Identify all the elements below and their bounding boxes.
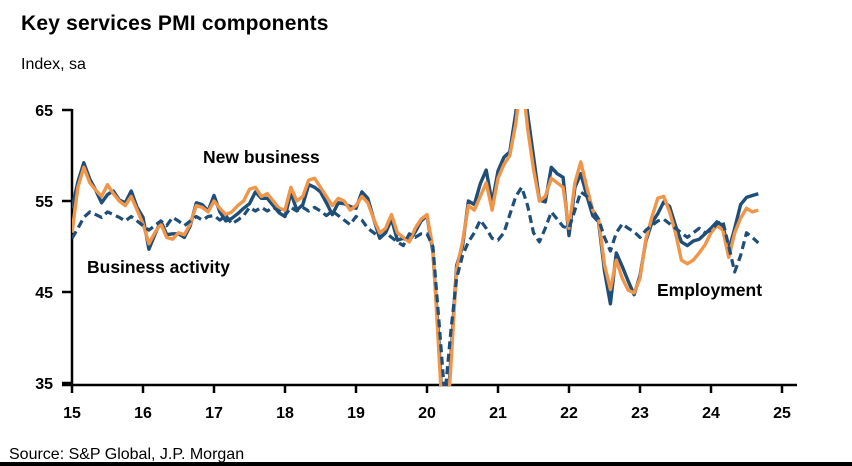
- series-label-new-business: New business: [203, 147, 320, 167]
- x-axis: 15 16 17 18 19 20 21 22 23 24 25: [62, 383, 797, 422]
- x-tick-label: 18: [276, 405, 294, 422]
- series-label-business-activity: Business activity: [87, 257, 230, 277]
- bottom-border-bar: [0, 462, 852, 466]
- x-tick-label: 15: [63, 405, 81, 422]
- y-tick-label: 55: [35, 194, 53, 211]
- series-group: [72, 109, 760, 386]
- x-tick-label: 25: [773, 405, 791, 422]
- source-note: Source: S&P Global, J.P. Morgan: [9, 446, 245, 463]
- series-line-employment: [72, 185, 760, 386]
- x-tick-label: 24: [702, 405, 720, 422]
- y-axis: 65 55 45 35: [35, 103, 74, 393]
- chart-title: Key services PMI components: [21, 12, 329, 35]
- x-tick-label: 23: [631, 405, 649, 422]
- y-tick-label: 65: [35, 103, 53, 120]
- y-tick-label: 45: [35, 285, 53, 302]
- x-tick-label: 16: [134, 405, 152, 422]
- x-tick-label: 22: [560, 405, 578, 422]
- series-line-new-business: [72, 109, 759, 386]
- chart-subtitle: Index, sa: [21, 56, 86, 73]
- y-tick-label: 35: [35, 376, 53, 393]
- x-tick-label: 21: [489, 405, 507, 422]
- x-tick-label: 19: [347, 405, 365, 422]
- x-tick-label: 20: [418, 405, 436, 422]
- series-label-employment: Employment: [657, 280, 763, 300]
- x-tick-label: 17: [205, 405, 223, 422]
